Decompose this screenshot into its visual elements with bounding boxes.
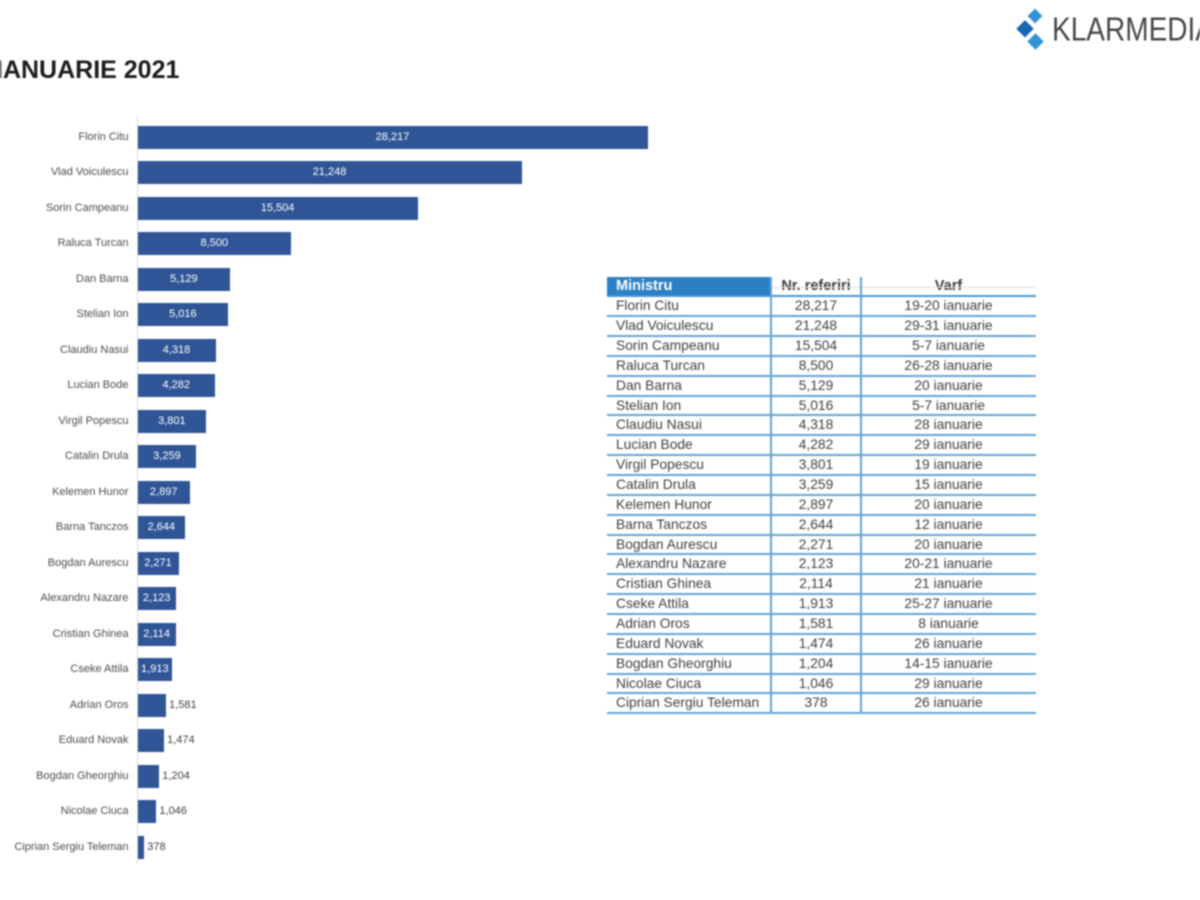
svg-text:KLARMEDIA: KLARMEDIA: [1052, 12, 1200, 49]
